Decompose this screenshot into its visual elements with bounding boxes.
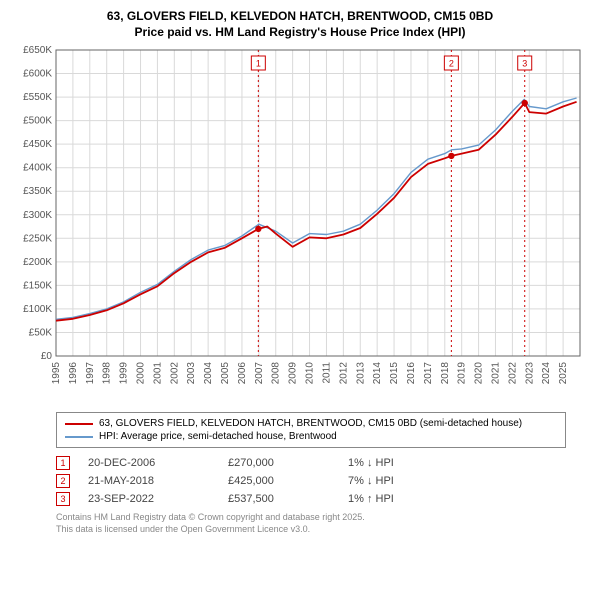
title-line-1: 63, GLOVERS FIELD, KELVEDON HATCH, BRENT… (10, 8, 590, 24)
svg-text:£650K: £650K (23, 46, 52, 56)
sale-hpi: 7% ↓ HPI (348, 475, 468, 487)
sale-hpi: 1% ↑ HPI (348, 493, 468, 505)
sale-date: 20-DEC-2006 (88, 457, 228, 469)
chart-title: 63, GLOVERS FIELD, KELVEDON HATCH, BRENT… (10, 8, 590, 40)
sales-table: 1 20-DEC-2006£270,0001% ↓ HPI 2 21-MAY-2018… (56, 454, 590, 508)
svg-text:£450K: £450K (23, 140, 52, 151)
sale-marker-box: 1 (56, 456, 70, 470)
svg-text:2: 2 (449, 59, 454, 69)
svg-text:£300K: £300K (23, 210, 52, 221)
svg-text:1995: 1995 (51, 362, 62, 385)
legend-item: HPI: Average price, semi-detached house,… (65, 430, 557, 443)
sale-row: 2 21-MAY-2018£425,0007% ↓ HPI (56, 472, 590, 490)
svg-text:2003: 2003 (186, 362, 197, 385)
svg-text:2023: 2023 (524, 362, 535, 385)
svg-text:1997: 1997 (85, 362, 96, 385)
svg-text:3: 3 (522, 59, 527, 69)
sale-marker-box: 3 (56, 492, 70, 506)
svg-text:£250K: £250K (23, 234, 52, 245)
svg-text:2009: 2009 (288, 362, 299, 385)
svg-text:2019: 2019 (457, 362, 468, 385)
svg-text:£500K: £500K (23, 116, 52, 127)
sale-hpi: 1% ↓ HPI (348, 457, 468, 469)
footer-line-2: This data is licensed under the Open Gov… (56, 524, 590, 536)
chart-container: 63, GLOVERS FIELD, KELVEDON HATCH, BRENT… (0, 0, 600, 542)
svg-text:2008: 2008 (271, 362, 282, 385)
sale-date: 23-SEP-2022 (88, 493, 228, 505)
sale-marker-box: 2 (56, 474, 70, 488)
sale-price: £537,500 (228, 493, 348, 505)
svg-text:2025: 2025 (558, 362, 569, 385)
svg-text:2000: 2000 (136, 362, 147, 385)
legend-label: 63, GLOVERS FIELD, KELVEDON HATCH, BRENT… (99, 418, 522, 429)
footer-note: Contains HM Land Registry data © Crown c… (56, 512, 590, 535)
plot-svg: £0 £50K £100K £150K £200K £250K £300K £350K £400… (10, 46, 590, 406)
svg-text:2013: 2013 (355, 362, 366, 385)
sale-price: £270,000 (228, 457, 348, 469)
legend: 63, GLOVERS FIELD, KELVEDON HATCH, BRENT… (56, 412, 566, 448)
svg-text:2022: 2022 (507, 362, 518, 385)
legend-swatch (65, 436, 93, 438)
svg-text:2018: 2018 (440, 362, 451, 385)
svg-text:2002: 2002 (169, 362, 180, 385)
sale-price: £425,000 (228, 475, 348, 487)
title-line-2: Price paid vs. HM Land Registry's House … (10, 24, 590, 40)
svg-text:2004: 2004 (203, 362, 214, 385)
svg-text:2010: 2010 (305, 362, 316, 385)
legend-label: HPI: Average price, semi-detached house,… (99, 431, 337, 442)
svg-text:2007: 2007 (254, 362, 265, 385)
legend-item: 63, GLOVERS FIELD, KELVEDON HATCH, BRENT… (65, 417, 557, 430)
svg-text:2001: 2001 (152, 362, 163, 385)
svg-text:£400K: £400K (23, 163, 52, 174)
svg-text:1: 1 (256, 59, 261, 69)
svg-text:1998: 1998 (102, 362, 113, 385)
svg-text:2017: 2017 (423, 362, 434, 385)
sale-date: 21-MAY-2018 (88, 475, 228, 487)
sale-row: 1 20-DEC-2006£270,0001% ↓ HPI (56, 454, 590, 472)
svg-text:1999: 1999 (119, 362, 130, 385)
svg-text:2024: 2024 (541, 362, 552, 385)
plot-area: £0 £50K £100K £150K £200K £250K £300K £350K £400… (10, 46, 590, 406)
svg-text:2012: 2012 (338, 362, 349, 385)
svg-text:2005: 2005 (220, 362, 231, 385)
svg-text:2021: 2021 (490, 362, 501, 385)
svg-text:£200K: £200K (23, 257, 52, 268)
svg-text:2011: 2011 (321, 362, 332, 384)
svg-text:2016: 2016 (406, 362, 417, 385)
svg-text:2020: 2020 (474, 362, 485, 385)
svg-text:£150K: £150K (23, 281, 52, 292)
sale-row: 3 23-SEP-2022£537,5001% ↑ HPI (56, 490, 590, 508)
svg-text:£600K: £600K (23, 69, 52, 80)
svg-text:1996: 1996 (68, 362, 79, 385)
svg-text:2014: 2014 (372, 362, 383, 385)
svg-text:£100K: £100K (23, 304, 52, 315)
svg-text:2006: 2006 (237, 362, 248, 385)
svg-text:£350K: £350K (23, 187, 52, 198)
legend-swatch (65, 423, 93, 425)
svg-text:2015: 2015 (389, 362, 400, 385)
svg-text:£0: £0 (41, 351, 53, 362)
svg-text:£50K: £50K (29, 328, 53, 339)
svg-text:£550K: £550K (23, 92, 52, 103)
footer-line-1: Contains HM Land Registry data © Crown c… (56, 512, 590, 524)
